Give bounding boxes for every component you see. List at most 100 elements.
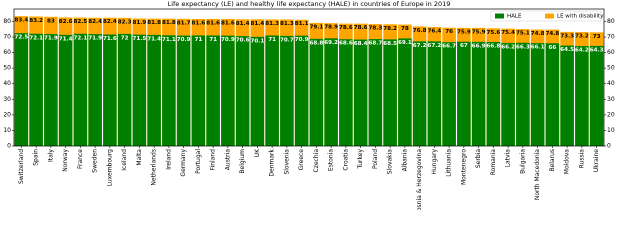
x-tick-label: Belarus bbox=[549, 149, 556, 172]
value-label: 64.2 bbox=[575, 48, 589, 54]
value-label: 70.7 bbox=[280, 37, 294, 43]
value-label: 81.6 bbox=[206, 20, 220, 26]
legend-swatch bbox=[495, 13, 504, 19]
value-label: 81.6 bbox=[221, 20, 235, 26]
bar bbox=[280, 35, 294, 146]
value-label: 69.2 bbox=[324, 40, 338, 46]
value-label: 73 bbox=[593, 34, 601, 40]
value-label: 81.1 bbox=[295, 21, 309, 27]
value-label: 68.8 bbox=[309, 40, 323, 46]
value-label: 83.4 bbox=[14, 18, 28, 24]
bar bbox=[176, 35, 191, 146]
y-tick-label: 80 bbox=[3, 18, 11, 25]
value-label: 71.9 bbox=[88, 36, 102, 42]
x-tick-label: Malta bbox=[136, 149, 143, 166]
x-tick-label: Bulgaria bbox=[519, 149, 526, 174]
x-tick-label: Greece bbox=[298, 149, 305, 171]
x-tick-label: Ireland bbox=[165, 149, 172, 170]
x-tick-label: Lithuania bbox=[446, 149, 453, 177]
x-tick-label: Portugal bbox=[195, 149, 202, 174]
value-label: 71.4 bbox=[59, 36, 73, 42]
value-label: 83.2 bbox=[29, 18, 43, 24]
value-label: 81.9 bbox=[132, 20, 146, 26]
x-tick-label: Serbia bbox=[475, 149, 482, 168]
value-label: 78.9 bbox=[324, 25, 338, 31]
plot-frame bbox=[13, 8, 605, 147]
bar bbox=[575, 46, 589, 146]
value-label: 74.8 bbox=[531, 31, 545, 37]
bar bbox=[235, 36, 250, 146]
value-label: 66.8 bbox=[486, 44, 500, 50]
value-label: 67.2 bbox=[413, 43, 427, 49]
bar bbox=[324, 38, 338, 146]
bar bbox=[58, 34, 73, 146]
x-tick-label: Austria bbox=[224, 149, 231, 171]
x-tick-label: Bosnia & Herzegovina bbox=[416, 149, 423, 210]
x-tick-label: Germany bbox=[180, 149, 187, 177]
value-label: 72.1 bbox=[29, 35, 43, 41]
bar bbox=[88, 34, 102, 146]
bar bbox=[398, 38, 412, 147]
x-tick-label: Italy bbox=[47, 149, 54, 162]
value-label: 66.3 bbox=[516, 44, 530, 50]
value-label: 75.1 bbox=[516, 31, 530, 37]
value-label: 71.1 bbox=[162, 37, 176, 43]
value-label: 81.3 bbox=[265, 21, 279, 27]
x-tick-label: Turkey bbox=[357, 149, 364, 170]
x-tick-label: Sweden bbox=[92, 149, 99, 173]
value-label: 81.4 bbox=[236, 21, 250, 27]
value-label: 82.4 bbox=[103, 19, 117, 25]
y-tick-label: 0 bbox=[7, 143, 11, 150]
value-label: 73.2 bbox=[575, 34, 589, 40]
bar bbox=[29, 33, 43, 146]
y2-tick-label: 0 bbox=[607, 143, 611, 150]
y-tick-label: 20 bbox=[3, 111, 11, 118]
y2-tick-label: 30 bbox=[607, 96, 615, 103]
value-label: 76.8 bbox=[413, 28, 427, 34]
value-label: 76.4 bbox=[427, 29, 441, 35]
bar bbox=[250, 36, 265, 146]
x-tick-label: Netherlands bbox=[151, 149, 158, 186]
y2-tick-label: 40 bbox=[607, 80, 615, 87]
value-label: 66.7 bbox=[442, 44, 456, 50]
value-label: 75.4 bbox=[501, 30, 515, 36]
value-label: 71 bbox=[268, 37, 276, 43]
bar bbox=[44, 34, 58, 146]
bar bbox=[368, 39, 383, 146]
x-tick-label: Luxembourg bbox=[106, 149, 113, 187]
x-tick-label: Czechia bbox=[313, 149, 320, 173]
value-label: 66.2 bbox=[501, 44, 515, 50]
value-label: 78.6 bbox=[339, 25, 353, 31]
y-tick-label: 60 bbox=[3, 49, 11, 56]
value-label: 68.4 bbox=[354, 41, 368, 47]
x-tick-label: UK bbox=[254, 148, 261, 157]
value-label: 68.6 bbox=[339, 41, 353, 47]
bar bbox=[132, 34, 147, 146]
value-label: 70.1 bbox=[250, 38, 264, 44]
value-label: 81.6 bbox=[191, 20, 205, 26]
y-tick-label: 10 bbox=[3, 127, 11, 134]
bar bbox=[147, 34, 161, 146]
value-label: 81.8 bbox=[162, 20, 176, 26]
value-label: 82.5 bbox=[73, 19, 87, 25]
value-label: 71 bbox=[209, 37, 217, 43]
bar bbox=[191, 35, 206, 146]
bar bbox=[383, 39, 397, 146]
x-tick-label: Belgium bbox=[239, 149, 246, 174]
value-label: 82.4 bbox=[88, 19, 102, 25]
y2-tick-label: 20 bbox=[607, 111, 615, 118]
bar bbox=[501, 42, 515, 146]
value-label: 71.5 bbox=[132, 36, 146, 42]
x-tick-label: Russia bbox=[578, 149, 585, 169]
bar bbox=[309, 38, 324, 146]
bar bbox=[545, 43, 560, 146]
value-label: 66.9 bbox=[472, 43, 486, 49]
legend-label: HALE bbox=[507, 14, 522, 20]
bar bbox=[589, 45, 604, 146]
value-label: 71.4 bbox=[147, 36, 161, 42]
value-label: 75.6 bbox=[486, 30, 500, 36]
value-label: 81.7 bbox=[177, 20, 191, 26]
x-tick-label: Slovakia bbox=[387, 149, 394, 175]
value-label: 67.2 bbox=[427, 43, 441, 49]
y2-tick-label: 10 bbox=[607, 127, 615, 134]
